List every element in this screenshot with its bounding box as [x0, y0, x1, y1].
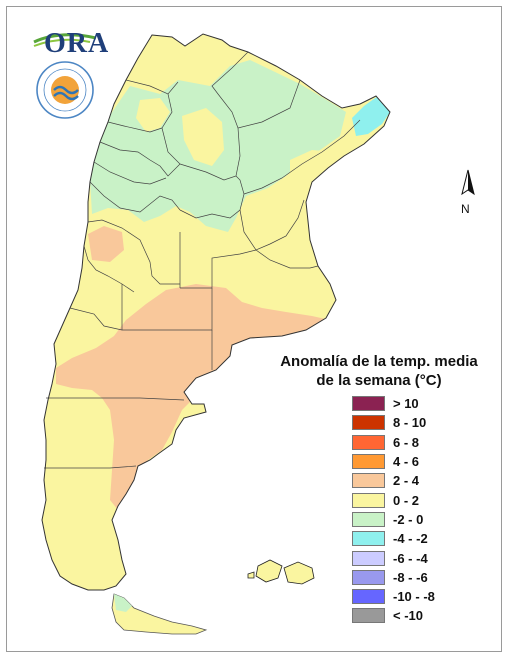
legend-label: 0 - 2 — [393, 492, 420, 508]
malvinas-islands — [247, 559, 315, 585]
anomaly-zone-yellow-northwest — [136, 98, 170, 132]
anomaly-zone-yellow-northeast — [290, 150, 334, 176]
legend-swatch — [352, 492, 385, 508]
tierra-del-fuego-island — [111, 593, 208, 635]
anomaly-zone-yellow-north-central — [182, 108, 224, 166]
legend-swatch — [352, 454, 385, 470]
legend: > 10 8 - 10 6 - 8 4 - 6 2 - 4 0 - 2 -2 - 0 -4 -… — [352, 394, 435, 626]
legend-item: -6 - -4 — [352, 548, 435, 567]
legend-label: 6 - 8 — [393, 434, 420, 450]
legend-item: -10 - -8 — [352, 587, 435, 606]
legend-swatch — [352, 434, 385, 450]
legend-item: -4 - -2 — [352, 529, 435, 548]
anomaly-zone-salmon-cuyo — [88, 226, 124, 262]
ora-logo-text: ORA — [44, 28, 110, 59]
legend-item: < -10 — [352, 606, 435, 625]
legend-title-line1: Anomalía de la temp. media — [280, 353, 478, 370]
legend-swatch — [352, 608, 385, 624]
legend-swatch — [352, 415, 385, 431]
legend-swatch — [352, 531, 385, 547]
legend-item: -8 - -6 — [352, 568, 435, 587]
legend-label: 8 - 10 — [393, 415, 427, 431]
legend-swatch — [352, 550, 385, 566]
legend-swatch — [352, 396, 385, 412]
north-arrow-icon — [461, 169, 475, 196]
tierra-del-fuego-anomaly — [114, 594, 132, 612]
legend-swatch — [352, 473, 385, 489]
anomaly-zone-cyan-misiones — [352, 96, 390, 136]
legend-item: 8 - 10 — [352, 413, 435, 432]
province-boundaries — [44, 51, 361, 469]
legend-item: > 10 — [352, 394, 435, 413]
legend-item: 2 - 4 — [352, 471, 435, 490]
map-frame — [6, 6, 502, 652]
legend-label: < -10 — [393, 608, 423, 624]
legend-item: 0 - 2 — [352, 490, 435, 509]
legend-label: -8 - -6 — [393, 569, 428, 585]
legend-swatch — [352, 511, 385, 527]
legend-swatch — [352, 569, 385, 585]
legend-label: -10 - -8 — [393, 589, 435, 605]
legend-item: 4 - 6 — [352, 452, 435, 471]
legend-item: 6 - 8 — [352, 433, 435, 452]
legend-label: -4 - -2 — [393, 531, 428, 547]
legend-label: 4 - 6 — [393, 454, 420, 470]
legend-label: > 10 — [393, 396, 419, 412]
legend-swatch — [352, 589, 385, 605]
legend-label: -2 - 0 — [393, 511, 424, 527]
institute-seal-icon — [36, 61, 94, 119]
north-label: N — [461, 202, 470, 216]
legend-title: Anomalía de la temp. media de la semana … — [268, 352, 490, 390]
legend-label: 2 - 4 — [393, 473, 420, 489]
legend-item: -2 - 0 — [352, 510, 435, 529]
legend-title-line2: de la semana (°C) — [316, 372, 442, 389]
legend-label: -6 - -4 — [393, 550, 428, 566]
ora-logo-icon — [33, 33, 97, 47]
